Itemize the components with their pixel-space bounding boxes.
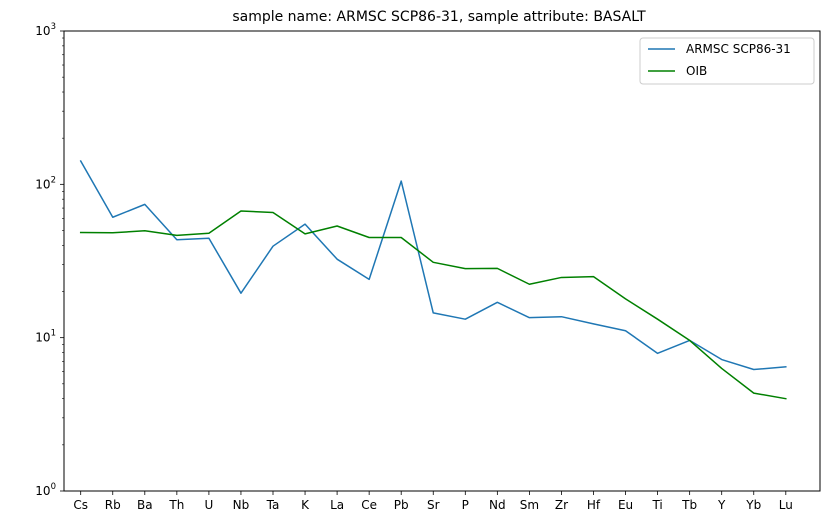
x-tick-label: Nb	[233, 498, 250, 512]
y-tick-label: 101	[35, 329, 56, 345]
series-line-1	[79, 210, 787, 400]
x-tick-label: Sm	[520, 498, 539, 512]
x-tick-label: Ta	[266, 498, 280, 512]
legend: ARMSC SCP86-31 OIB	[639, 37, 815, 85]
y-tick-label: 102	[35, 175, 56, 191]
x-tick-label: Sr	[427, 498, 440, 512]
x-tick-label: Th	[168, 498, 184, 512]
x-tick-label: La	[330, 498, 344, 512]
x-tick-label: K	[301, 498, 310, 512]
y-tick-base: 10	[35, 484, 50, 498]
x-tick-label: Tb	[681, 498, 697, 512]
x-tick-label: U	[205, 498, 214, 512]
x-tick-label: Pb	[394, 498, 409, 512]
x-tick-label: Zr	[555, 498, 568, 512]
x-tick-label: Ti	[651, 498, 662, 512]
legend-label: OIB	[686, 64, 707, 78]
x-tick-label: Ba	[137, 498, 153, 512]
plot-lines	[79, 159, 787, 400]
y-tick-exponent: 2	[51, 175, 56, 185]
plot-area-frame	[63, 30, 821, 492]
chart-title: sample name: ARMSC SCP86-31, sample attr…	[232, 9, 646, 25]
x-tick-label: Hf	[587, 498, 601, 512]
x-tick-label: Yb	[745, 498, 761, 512]
legend-box	[639, 37, 815, 85]
y-tick-base: 10	[35, 331, 50, 345]
y-tick-exponent: 3	[51, 22, 56, 32]
axis-ticks: Cs Rb Ba Th U Nb Ta K La Ce Pb Sr P Nd Sm Zr Hf Eu Ti Tb Y Yb…	[35, 22, 793, 512]
y-tick-label: 100	[35, 482, 56, 498]
x-tick-label: Lu	[779, 498, 793, 512]
x-tick-label: Eu	[618, 498, 633, 512]
x-tick-label: Nd	[489, 498, 506, 512]
legend-label: ARMSC SCP86-31	[686, 42, 791, 56]
x-tick-label: Cs	[73, 498, 88, 512]
y-tick-label: 103	[35, 22, 56, 38]
x-tick-label: P	[462, 498, 469, 512]
y-tick-base: 10	[35, 177, 50, 191]
y-tick-exponent: 0	[51, 482, 56, 492]
x-tick-label: Rb	[105, 498, 121, 512]
y-tick-exponent: 1	[51, 329, 56, 339]
y-tick-base: 10	[35, 24, 50, 38]
x-tick-label: Ce	[361, 498, 377, 512]
series-line-0	[79, 159, 787, 371]
x-tick-label: Y	[717, 498, 726, 512]
